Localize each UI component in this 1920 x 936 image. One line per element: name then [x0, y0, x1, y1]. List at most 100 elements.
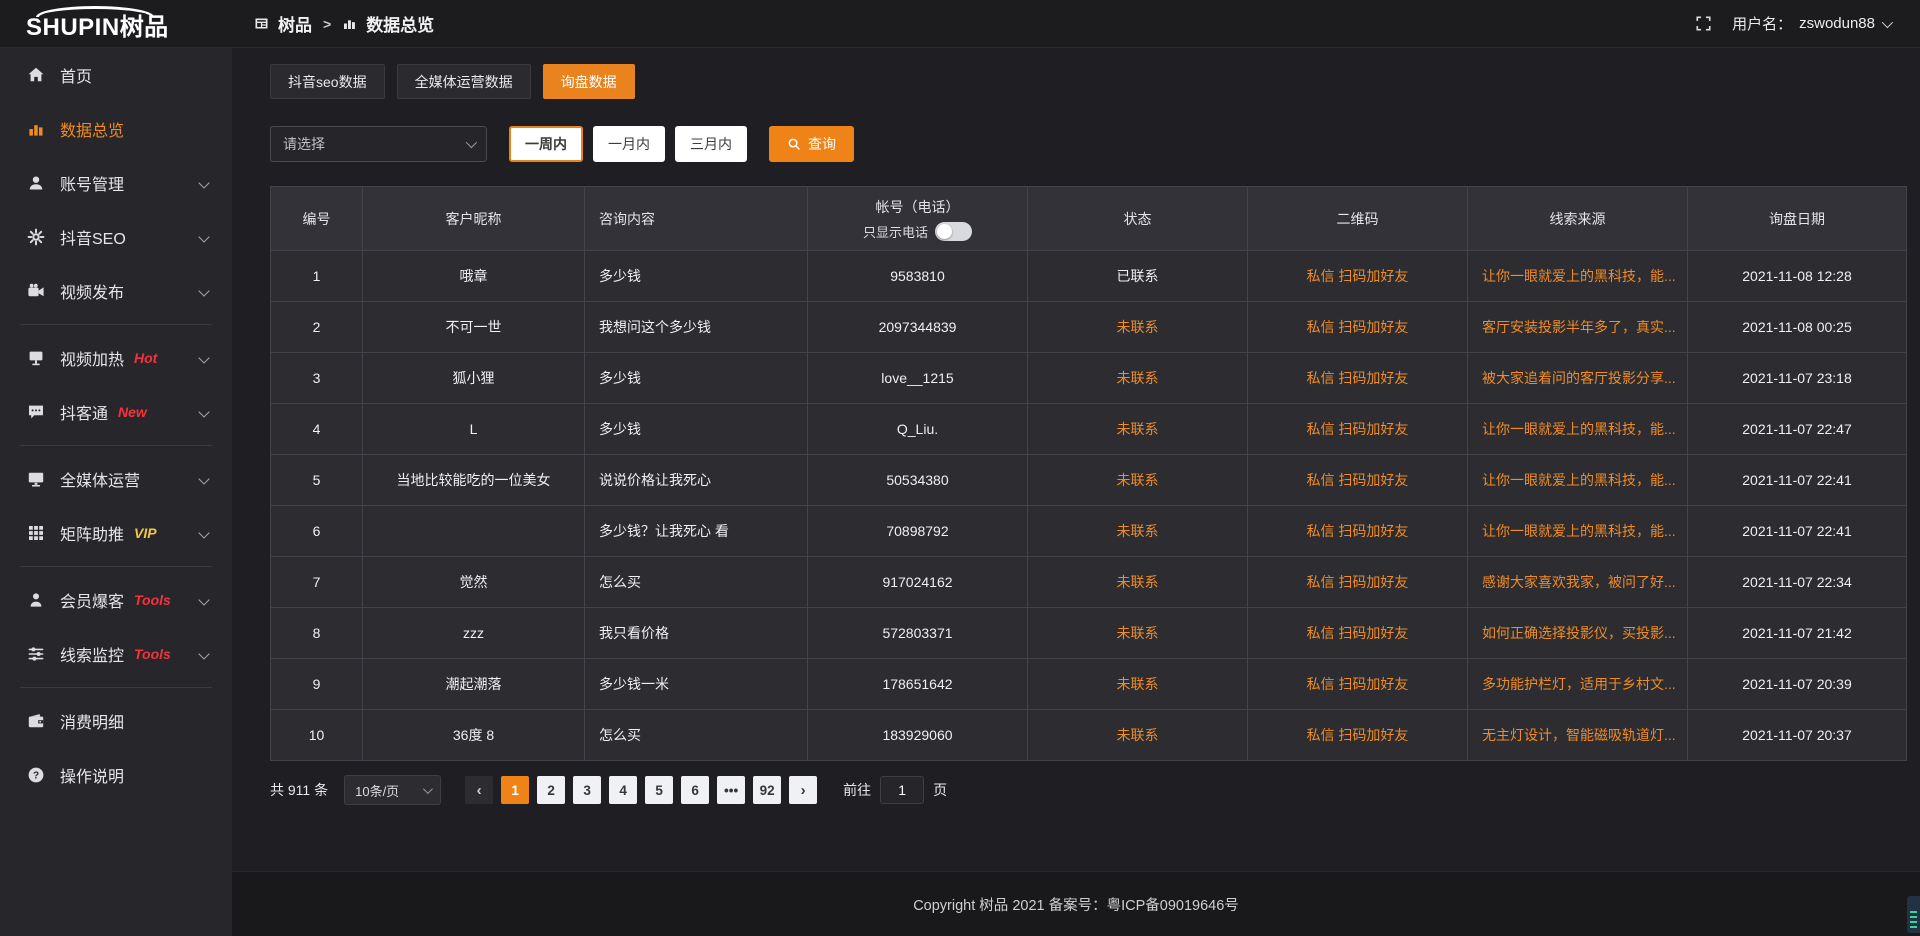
- goto-page-input[interactable]: [880, 776, 925, 804]
- sidebar-item-6[interactable]: 视频加热 Hot: [0, 331, 232, 385]
- tab-2[interactable]: 全媒体运营数据: [396, 64, 531, 99]
- column-header-date: 询盘日期: [1688, 187, 1906, 250]
- prev-page-button[interactable]: ‹: [465, 776, 494, 804]
- page-button-6[interactable]: 6: [681, 776, 710, 804]
- cell-nickname: 当地比较能吃的一位美女: [363, 455, 584, 505]
- goto-suffix: 页: [933, 782, 948, 798]
- username-label: 用户名：: [1732, 16, 1793, 33]
- qrcode-link[interactable]: 私信 扫码加好友: [1248, 557, 1467, 607]
- source-link[interactable]: 感谢大家喜欢我家，被问了好...: [1468, 557, 1687, 607]
- cell-date: 2021-11-07 20:37: [1688, 710, 1906, 760]
- sidebar-item-1[interactable]: 首页: [0, 48, 232, 102]
- status-badge: 未联系: [1028, 404, 1247, 454]
- page-ellipsis[interactable]: •••: [717, 776, 746, 804]
- cell-date: 2021-11-07 22:41: [1688, 506, 1906, 556]
- sidebar-item-5[interactable]: 视频发布: [0, 264, 232, 318]
- page-button-5[interactable]: 5: [645, 776, 674, 804]
- cell-account: love__1215: [808, 353, 1027, 403]
- sidebar-item-label: 全媒体运营: [60, 473, 141, 490]
- fullscreen-icon[interactable]: [1695, 15, 1712, 32]
- sidebar-item-label: 消费明细: [60, 715, 125, 732]
- cell-date: 2021-11-07 23:18: [1688, 353, 1906, 403]
- breadcrumb-item-home[interactable]: 树品: [278, 16, 312, 35]
- source-link[interactable]: 如何正确选择投影仪，买投影...: [1468, 608, 1687, 658]
- sidebar-item-8[interactable]: 全媒体运营: [0, 452, 232, 506]
- qrcode-link[interactable]: 私信 扫码加好友: [1248, 455, 1467, 505]
- sidebar-item-9[interactable]: 矩阵助推 VIP: [0, 506, 232, 560]
- sidebar-item-11[interactable]: 线索监控 Tools: [0, 627, 232, 681]
- range-button-3[interactable]: 三月内: [675, 126, 747, 162]
- source-link[interactable]: 多功能护栏灯，适用于乡村文...: [1468, 659, 1687, 709]
- table-row: 2 不可一世 我想问这个多少钱 2097344839 未联系 私信 扫码加好友 …: [271, 302, 1906, 352]
- cell-date: 2021-11-07 20:39: [1688, 659, 1906, 709]
- toggle-knob: [937, 223, 952, 239]
- tab-3[interactable]: 询盘数据: [542, 64, 635, 99]
- svg-text:?: ?: [33, 770, 39, 781]
- status-badge: 未联系: [1028, 608, 1247, 658]
- phone-only-toggle[interactable]: [935, 221, 972, 241]
- qrcode-link[interactable]: 私信 扫码加好友: [1248, 608, 1467, 658]
- sidebar-item-2[interactable]: 数据总览: [0, 102, 232, 156]
- qrcode-link[interactable]: 私信 扫码加好友: [1248, 302, 1467, 352]
- copyright-text: Copyright 树品 2021 备案号：粤ICP备09019646号: [913, 897, 1239, 914]
- account-select[interactable]: 请选择: [270, 126, 487, 162]
- top-bar: SHUPIN树品 树品 > 数据总览 用户名： zswodun88: [0, 0, 1920, 48]
- qrcode-link[interactable]: 私信 扫码加好友: [1248, 404, 1467, 454]
- cell-content: 多少钱: [585, 353, 807, 403]
- page-size-select[interactable]: 10条/页: [344, 775, 442, 805]
- sidebar-item-13[interactable]: ? 操作说明: [0, 748, 232, 802]
- qrcode-link[interactable]: 私信 扫码加好友: [1248, 659, 1467, 709]
- page-button-4[interactable]: 4: [609, 776, 638, 804]
- chevron-down-icon: [1881, 16, 1894, 28]
- qrcode-link[interactable]: 私信 扫码加好友: [1248, 251, 1467, 301]
- sidebar-item-10[interactable]: 会员爆客 Tools: [0, 573, 232, 627]
- inquiry-table: 编号 客户昵称 咨询内容 帐号（电话） 只显示电话 状态 二维码 线索来源 询盘…: [270, 186, 1907, 761]
- browser-extension-widget[interactable]: [1907, 896, 1920, 933]
- status-badge: 未联系: [1028, 506, 1247, 556]
- sidebar-item-7[interactable]: 抖客通 New: [0, 385, 232, 439]
- sidebar-item-label: 会员爆客: [60, 594, 125, 611]
- search-button[interactable]: 查询: [769, 126, 854, 162]
- tab-1[interactable]: 抖音seo数据: [270, 64, 385, 99]
- table-row: 3 狐小狸 多少钱 love__1215 未联系 私信 扫码加好友 被大家追着问…: [271, 353, 1906, 403]
- sidebar-item-4[interactable]: 抖音SEO: [0, 210, 232, 264]
- next-page-button[interactable]: ›: [789, 776, 818, 804]
- source-link[interactable]: 客厅安装投影半年多了，真实...: [1468, 302, 1687, 352]
- sidebar-item-3[interactable]: 账号管理: [0, 156, 232, 210]
- page-list: 1 2 3 4 5 6 ••• 92: [501, 776, 789, 804]
- cell-nickname: 潮起潮落: [363, 659, 584, 709]
- source-link[interactable]: 被大家追着问的客厅投影分享...: [1468, 353, 1687, 403]
- page-button-92[interactable]: 92: [753, 776, 782, 804]
- chevron-down-icon: [198, 352, 210, 364]
- page-button-3[interactable]: 3: [573, 776, 602, 804]
- sidebar-item-12[interactable]: 消费明细: [0, 694, 232, 748]
- filter-bar: 请选择 一周内 一月内 三月内 查询: [270, 126, 1920, 162]
- range-button-1[interactable]: 一周内: [509, 126, 583, 162]
- widget-lines: [1910, 911, 1917, 928]
- sidebar-menu: 首页 数据总览 账号管理 抖音SEO 视频发布 视频加热 Hot 抖客通 New…: [0, 48, 232, 802]
- qrcode-link[interactable]: 私信 扫码加好友: [1248, 710, 1467, 760]
- range-button-2[interactable]: 一月内: [593, 126, 665, 162]
- column-header-nickname: 客户昵称: [363, 187, 584, 250]
- page-button-1[interactable]: 1: [501, 776, 530, 804]
- page-button-2[interactable]: 2: [537, 776, 566, 804]
- source-link[interactable]: 无主灯设计，智能磁吸轨道灯...: [1468, 710, 1687, 760]
- sidebar-item-label: 抖音SEO: [60, 231, 126, 248]
- range-buttons: 一周内 一月内 三月内: [499, 126, 747, 162]
- qrcode-link[interactable]: 私信 扫码加好友: [1248, 353, 1467, 403]
- source-link[interactable]: 让你一眼就爱上的黑科技，能...: [1468, 404, 1687, 454]
- sidebar-divider: [20, 687, 212, 688]
- user-menu[interactable]: 用户名： zswodun88: [1732, 13, 1894, 34]
- member-icon: [27, 591, 45, 609]
- source-link[interactable]: 让你一眼就爱上的黑科技，能...: [1468, 506, 1687, 556]
- source-link[interactable]: 让你一眼就爱上的黑科技，能...: [1468, 251, 1687, 301]
- cell-account: 70898792: [808, 506, 1027, 556]
- cell-account: 183929060: [808, 710, 1027, 760]
- source-link[interactable]: 让你一眼就爱上的黑科技，能...: [1468, 455, 1687, 505]
- sidebar-item-badge: New: [118, 404, 147, 420]
- sidebar-item-label: 账号管理: [60, 177, 125, 194]
- chevron-down-icon: [465, 136, 478, 149]
- qrcode-link[interactable]: 私信 扫码加好友: [1248, 506, 1467, 556]
- bar-chart-icon: [27, 120, 45, 138]
- sidebar-item-badge: Tools: [134, 646, 171, 662]
